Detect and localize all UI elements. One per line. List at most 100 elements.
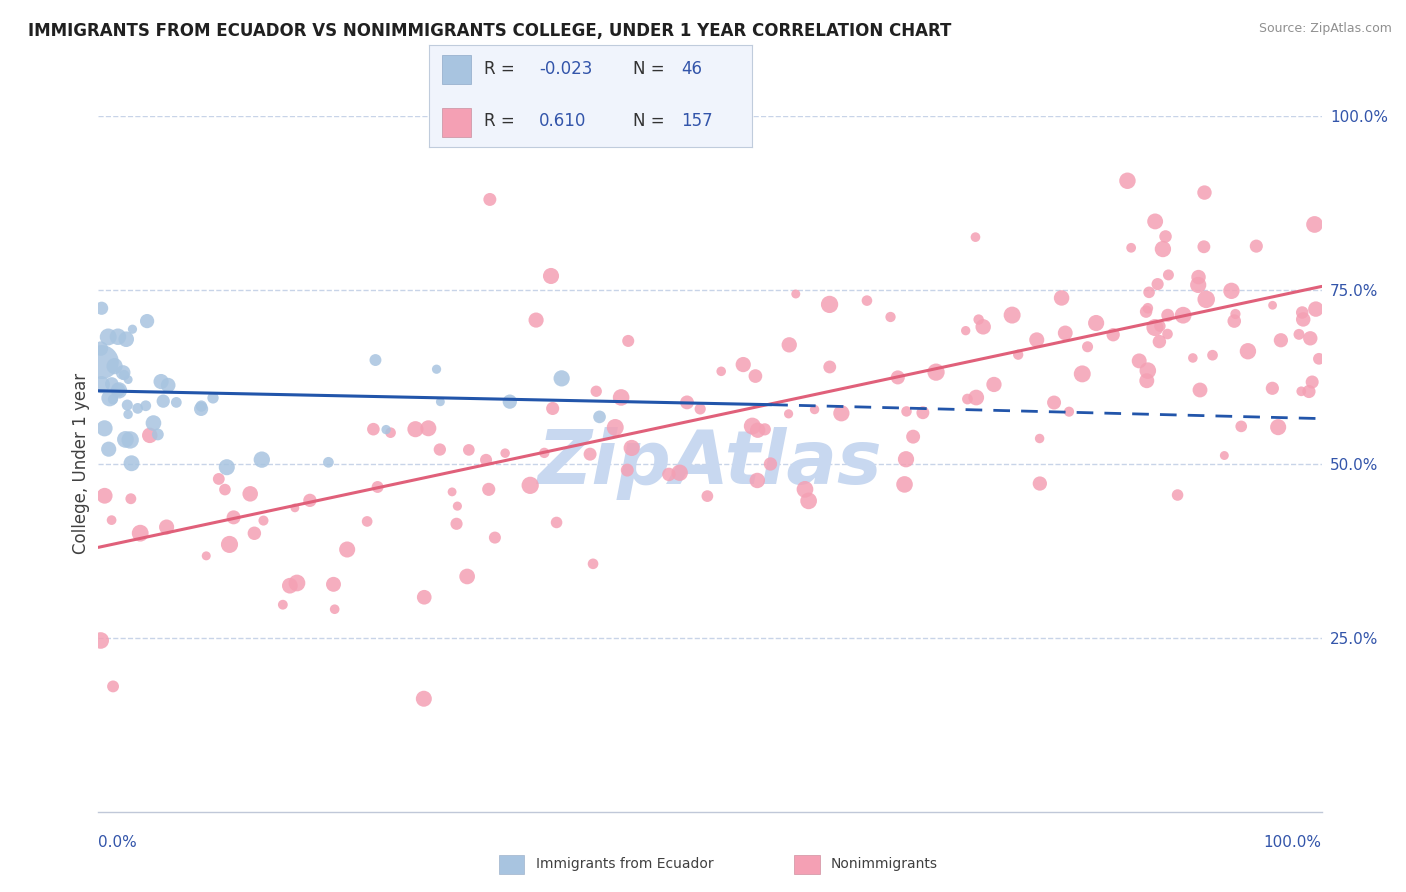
Point bbox=[117, 373, 139, 387]
Point bbox=[252, 514, 274, 528]
Point bbox=[1136, 363, 1159, 377]
Point bbox=[901, 430, 924, 444]
Point bbox=[214, 483, 236, 497]
Point bbox=[101, 376, 124, 391]
Point bbox=[1187, 270, 1209, 285]
Point bbox=[1167, 488, 1189, 502]
Point bbox=[887, 370, 910, 384]
Point bbox=[90, 342, 112, 356]
Point bbox=[1223, 314, 1246, 328]
Point bbox=[610, 391, 633, 405]
Point bbox=[97, 442, 120, 457]
Point bbox=[1237, 344, 1260, 359]
Point bbox=[1144, 214, 1167, 228]
Point bbox=[142, 416, 165, 430]
Point bbox=[1301, 375, 1323, 389]
Point bbox=[1007, 348, 1029, 362]
Point bbox=[710, 364, 733, 378]
Point bbox=[582, 557, 605, 571]
Point bbox=[983, 377, 1005, 392]
Point bbox=[1050, 291, 1073, 305]
Point bbox=[136, 314, 159, 328]
Point bbox=[127, 401, 149, 416]
Point bbox=[747, 474, 769, 488]
Point bbox=[93, 489, 115, 503]
Point bbox=[1143, 320, 1166, 334]
Point bbox=[429, 442, 451, 457]
Point bbox=[1298, 384, 1320, 399]
Point bbox=[108, 384, 131, 398]
Point bbox=[446, 516, 468, 531]
Text: 100.0%: 100.0% bbox=[1264, 836, 1322, 850]
Point bbox=[925, 365, 948, 379]
Point bbox=[1213, 449, 1236, 463]
Text: R =: R = bbox=[484, 112, 515, 129]
Text: Source: ZipAtlas.com: Source: ZipAtlas.com bbox=[1258, 22, 1392, 36]
Point bbox=[1303, 218, 1326, 232]
Point bbox=[101, 392, 124, 407]
Point bbox=[1308, 351, 1330, 366]
Point bbox=[733, 358, 755, 372]
Point bbox=[367, 480, 389, 494]
Point bbox=[112, 368, 135, 382]
Point bbox=[579, 447, 602, 461]
Point bbox=[190, 401, 212, 416]
Point bbox=[1292, 312, 1315, 326]
Point bbox=[1001, 308, 1024, 322]
Point bbox=[540, 268, 562, 283]
Point bbox=[146, 427, 169, 442]
Point bbox=[818, 359, 841, 374]
Point bbox=[150, 375, 173, 389]
Text: Nonimmigrants: Nonimmigrants bbox=[831, 857, 938, 871]
Text: ZipAtlas: ZipAtlas bbox=[537, 427, 883, 500]
Point bbox=[1246, 239, 1268, 253]
Bar bbox=[441, 108, 471, 137]
Point bbox=[418, 421, 440, 435]
Point bbox=[117, 398, 139, 412]
Point bbox=[284, 500, 307, 515]
Point bbox=[1085, 316, 1108, 330]
Text: 157: 157 bbox=[681, 112, 713, 129]
Point bbox=[1220, 284, 1243, 298]
Point bbox=[1071, 367, 1094, 381]
Point bbox=[202, 391, 225, 405]
Point bbox=[1291, 384, 1313, 399]
Point bbox=[456, 569, 478, 583]
Point bbox=[112, 366, 135, 380]
Point bbox=[965, 391, 987, 405]
Point bbox=[1157, 268, 1180, 282]
Point bbox=[1157, 308, 1180, 322]
Point bbox=[1116, 174, 1139, 188]
Point bbox=[894, 452, 917, 467]
Point bbox=[893, 477, 915, 491]
Point bbox=[404, 422, 426, 436]
Point bbox=[620, 441, 643, 455]
Point bbox=[121, 322, 143, 336]
Point bbox=[375, 423, 398, 437]
Point bbox=[114, 433, 136, 447]
Point bbox=[218, 537, 240, 551]
Point bbox=[955, 324, 977, 338]
Point bbox=[794, 483, 817, 497]
Point bbox=[1291, 305, 1313, 319]
Point bbox=[911, 406, 934, 420]
Point bbox=[1156, 326, 1178, 341]
Point bbox=[484, 531, 506, 545]
Text: R =: R = bbox=[484, 61, 515, 78]
Point bbox=[103, 359, 125, 373]
Text: 0.0%: 0.0% bbox=[98, 836, 138, 850]
Point bbox=[818, 297, 841, 311]
Bar bbox=[441, 55, 471, 84]
Point bbox=[135, 399, 157, 413]
Point bbox=[250, 452, 273, 467]
Point bbox=[278, 579, 301, 593]
Point bbox=[1305, 302, 1327, 317]
Point bbox=[803, 402, 825, 417]
Point bbox=[494, 446, 516, 460]
Point bbox=[747, 423, 769, 437]
Point bbox=[879, 310, 901, 324]
Point bbox=[1137, 285, 1160, 300]
Point bbox=[830, 406, 852, 420]
Point bbox=[1121, 241, 1143, 255]
Point bbox=[322, 577, 344, 591]
